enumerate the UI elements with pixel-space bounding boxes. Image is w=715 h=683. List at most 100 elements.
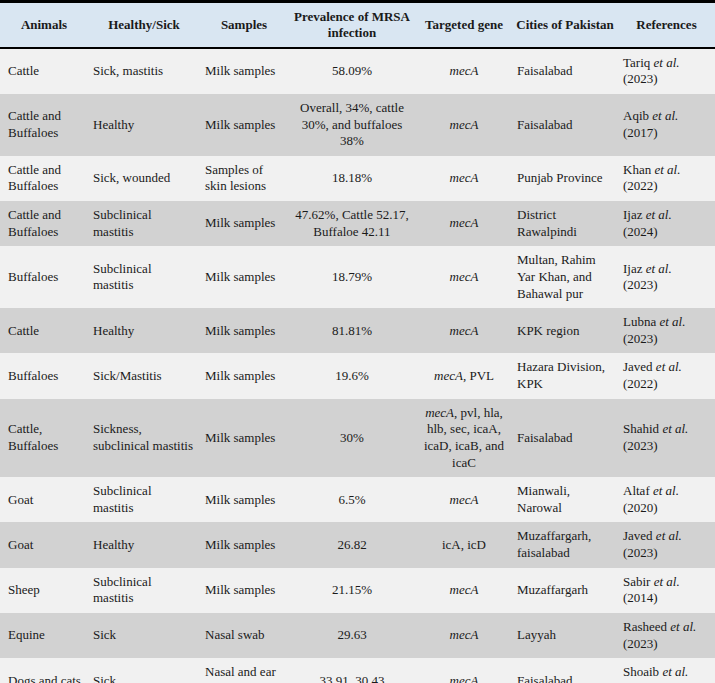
table-header: Animals Healthy/Sick Samples Prevalence …	[0, 2, 715, 48]
cell-samples: Nasal swab	[200, 613, 288, 658]
column-header-animals: Animals	[0, 2, 88, 48]
cell-targeted-gene: mecA	[416, 477, 512, 522]
cell-prevalence: 21.15%	[288, 568, 416, 613]
cell-city: Muzaffargarh, faisalabad	[512, 522, 618, 567]
cell-reference: Sabir et al.(2014)	[618, 568, 715, 613]
table-row: Cattle Sick, mastitis Milk samples 58.09…	[0, 48, 715, 94]
cell-samples: Milk samples	[200, 201, 288, 246]
cell-animals: Cattle and Buffaloes	[0, 156, 88, 201]
cell-targeted-gene: mecA	[416, 48, 512, 94]
cell-animals: Cattle, Buffaloes	[0, 399, 88, 478]
cell-targeted-gene: icA, icD	[416, 522, 512, 567]
cell-samples: Milk samples	[200, 308, 288, 353]
cell-samples: Milk samples	[200, 477, 288, 522]
cell-reference: Tariq et al.(2023)	[618, 48, 715, 94]
table-row: Goat Subclinical mastitis Milk samples 6…	[0, 477, 715, 522]
cell-city: Multan, Rahim Yar Khan, and Bahawal pur	[512, 246, 618, 308]
cell-reference: Ijaz et al.(2023)	[618, 246, 715, 308]
cell-animals: Goat	[0, 477, 88, 522]
table-row: Sheep Subclinical mastitis Milk samples …	[0, 568, 715, 613]
cell-targeted-gene: mecA	[416, 201, 512, 246]
cell-health-status: Sickness, subclinical mastitis	[88, 399, 200, 478]
cell-animals: Sheep	[0, 568, 88, 613]
cell-city: Mianwali, Narowal	[512, 477, 618, 522]
cell-reference: Javed et al.(2023)	[618, 522, 715, 567]
cell-samples: Milk samples	[200, 94, 288, 156]
cell-city: Faisalabad	[512, 658, 618, 683]
cell-prevalence: 19.6%	[288, 353, 416, 398]
table-row: Goat Healthy Milk samples 26.82 icA, icD…	[0, 522, 715, 567]
cell-samples: Milk samples	[200, 246, 288, 308]
table-row: Cattle, Buffaloes Sickness, subclinical …	[0, 399, 715, 478]
cell-targeted-gene: mecA, pvl, hla, hlb, sec, icaA, icaD, ic…	[416, 399, 512, 478]
column-header-cities: Cities of Pakistan	[512, 2, 618, 48]
cell-prevalence: 29.63	[288, 613, 416, 658]
table-body: Cattle Sick, mastitis Milk samples 58.09…	[0, 48, 715, 683]
cell-health-status: Subclinical mastitis	[88, 477, 200, 522]
cell-reference: Khan et al.(2022)	[618, 156, 715, 201]
cell-prevalence: 18.18%	[288, 156, 416, 201]
cell-reference: Rasheed et al.(2023)	[618, 613, 715, 658]
cell-city: Faisalabad	[512, 48, 618, 94]
cell-reference: Shahid et al.(2023)	[618, 399, 715, 478]
cell-prevalence: 30%	[288, 399, 416, 478]
table-row: Buffaloes Sick/Mastitis Milk samples 19.…	[0, 353, 715, 398]
table-row: Cattle and Buffaloes Sick, wounded Sampl…	[0, 156, 715, 201]
table-row: Cattle and Buffaloes Healthy Milk sample…	[0, 94, 715, 156]
cell-health-status: Subclinical mastitis	[88, 568, 200, 613]
cell-samples: Milk samples	[200, 522, 288, 567]
cell-animals: Cattle and Buffaloes	[0, 201, 88, 246]
cell-animals: Cattle	[0, 308, 88, 353]
cell-prevalence: 6.5%	[288, 477, 416, 522]
cell-health-status: Sick	[88, 658, 200, 683]
cell-health-status: Sick, mastitis	[88, 48, 200, 94]
cell-animals: Cattle and Buffaloes	[0, 94, 88, 156]
cell-health-status: Sick	[88, 613, 200, 658]
cell-city: District Rawalpindi	[512, 201, 618, 246]
cell-samples: Nasal and ear swab	[200, 658, 288, 683]
cell-targeted-gene: mecA	[416, 94, 512, 156]
cell-health-status: Sick/Mastitis	[88, 353, 200, 398]
column-header-healthy-sick: Healthy/Sick	[88, 2, 200, 48]
cell-health-status: Subclinical mastitis	[88, 246, 200, 308]
column-header-targeted-gene: Targeted gene	[416, 2, 512, 48]
table-row: Cattle and Buffaloes Subclinical mastiti…	[0, 201, 715, 246]
cell-prevalence: 18.79%	[288, 246, 416, 308]
table-row: Cattle Healthy Milk samples 81.81% mecA …	[0, 308, 715, 353]
cell-city: Muzaffargarh	[512, 568, 618, 613]
cell-prevalence: Overall, 34%, cattle 30%, and buffaloes …	[288, 94, 416, 156]
table-row: Dogs and cats Sick Nasal and ear swab 33…	[0, 658, 715, 683]
cell-city: KPK region	[512, 308, 618, 353]
cell-samples: Samples of skin lesions	[200, 156, 288, 201]
cell-targeted-gene: mecA	[416, 246, 512, 308]
cell-prevalence: 33.91, 30.43	[288, 658, 416, 683]
cell-samples: Milk samples	[200, 48, 288, 94]
cell-samples: Milk samples	[200, 568, 288, 613]
cell-targeted-gene: mecA	[416, 568, 512, 613]
cell-targeted-gene: mecA, PVL	[416, 353, 512, 398]
cell-reference: Lubna et al.(2023)	[618, 308, 715, 353]
cell-city: Layyah	[512, 613, 618, 658]
table-row: Buffaloes Subclinical mastitis Milk samp…	[0, 246, 715, 308]
cell-animals: Goat	[0, 522, 88, 567]
cell-reference: Javed et al.(2022)	[618, 353, 715, 398]
cell-health-status: Healthy	[88, 308, 200, 353]
cell-targeted-gene: mecA	[416, 613, 512, 658]
cell-reference: Aqib et al.(2017)	[618, 94, 715, 156]
cell-animals: Buffaloes	[0, 246, 88, 308]
cell-city: Faisalabad	[512, 399, 618, 478]
cell-city: Hazara Division, KPK	[512, 353, 618, 398]
cell-prevalence: 81.81%	[288, 308, 416, 353]
cell-reference: Shoaib et al.(2020)	[618, 658, 715, 683]
cell-targeted-gene: mecA	[416, 308, 512, 353]
cell-animals: Cattle	[0, 48, 88, 94]
cell-prevalence: 47.62%, Cattle 52.17, Buffaloe 42.11	[288, 201, 416, 246]
cell-samples: Milk samples	[200, 353, 288, 398]
cell-health-status: Subclinical mastitis	[88, 201, 200, 246]
column-header-prevalence: Prevalence of MRSA infection	[288, 2, 416, 48]
cell-animals: Equine	[0, 613, 88, 658]
cell-health-status: Healthy	[88, 522, 200, 567]
column-header-references: References	[618, 2, 715, 48]
cell-targeted-gene: mecA	[416, 658, 512, 683]
cell-health-status: Sick, wounded	[88, 156, 200, 201]
